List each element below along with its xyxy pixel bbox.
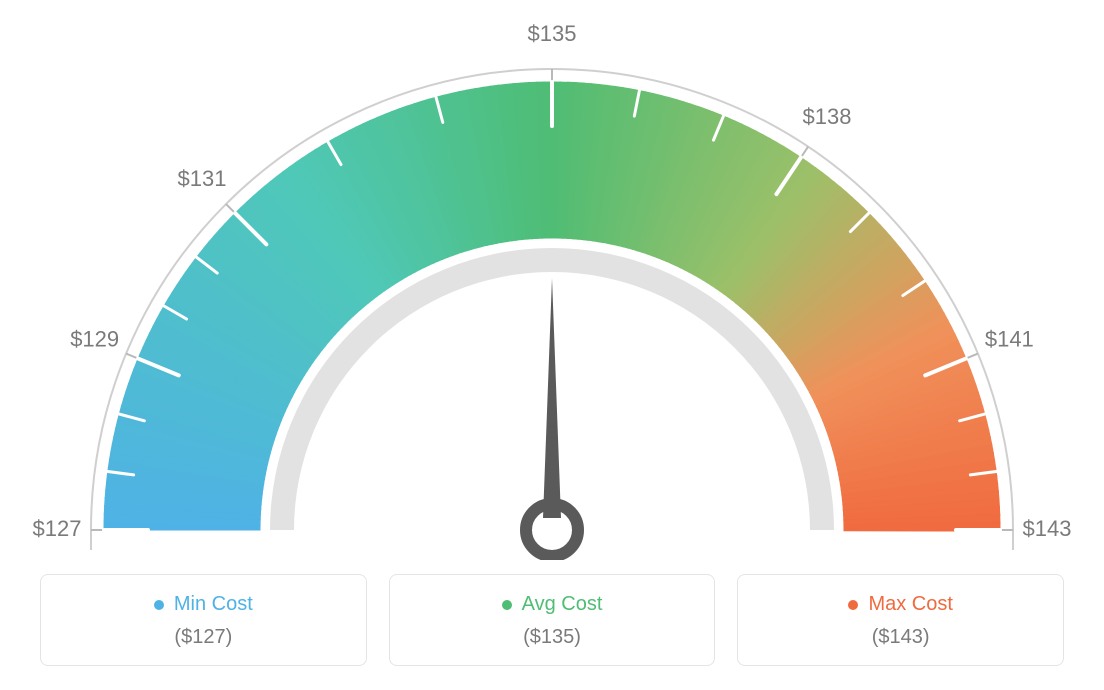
svg-text:$143: $143 xyxy=(1023,516,1072,541)
min-cost-label: Min Cost xyxy=(174,593,253,616)
max-dot-icon xyxy=(848,600,858,610)
avg-cost-card: Avg Cost ($135) xyxy=(389,574,716,666)
svg-text:$141: $141 xyxy=(985,326,1034,351)
svg-text:$131: $131 xyxy=(178,166,227,191)
max-cost-value: ($143) xyxy=(748,626,1053,649)
svg-text:$127: $127 xyxy=(33,516,82,541)
min-cost-value: ($127) xyxy=(51,626,356,649)
cost-gauge-container: $127 $129 $131 $135 $138 $141 $143 Min Cost ($… xyxy=(0,0,1104,690)
svg-text:$135: $135 xyxy=(528,21,577,46)
legend-row: Min Cost ($127) Avg Cost ($135) Max Cost… xyxy=(40,574,1064,666)
min-cost-card: Min Cost ($127) xyxy=(40,574,367,666)
avg-cost-value: ($135) xyxy=(400,626,705,649)
gauge-chart: $127 $129 $131 $135 $138 $141 $143 xyxy=(0,0,1104,560)
avg-cost-label: Avg Cost xyxy=(522,593,603,616)
svg-text:$138: $138 xyxy=(803,104,852,129)
svg-text:$129: $129 xyxy=(70,326,119,351)
min-dot-icon xyxy=(154,600,164,610)
avg-dot-icon xyxy=(502,600,512,610)
max-cost-card: Max Cost ($143) xyxy=(737,574,1064,666)
max-cost-label: Max Cost xyxy=(868,593,952,616)
